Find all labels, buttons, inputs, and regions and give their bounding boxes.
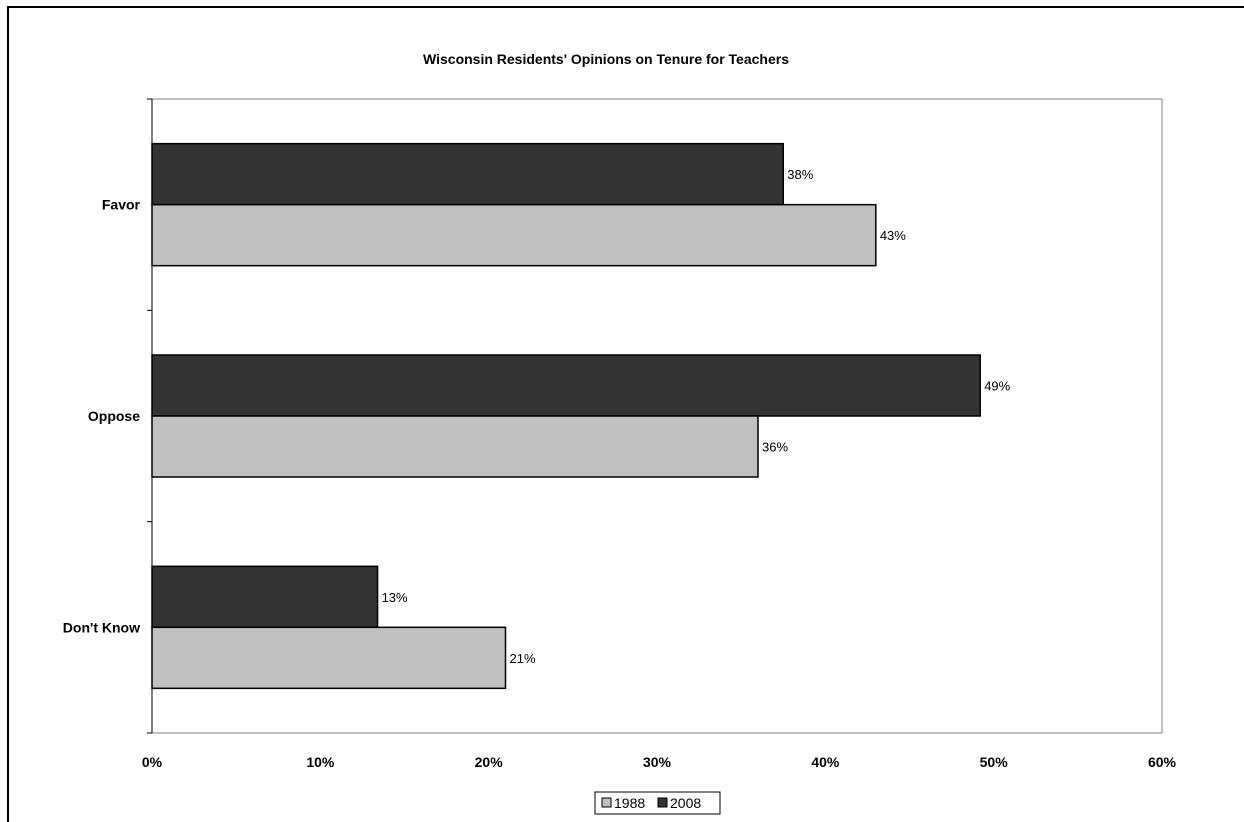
legend-swatch	[657, 797, 668, 808]
data-label: 36%	[762, 440, 788, 455]
chart-title: Wisconsin Residents' Opinions on Tenure …	[423, 51, 789, 67]
chart-frame	[7, 6, 1244, 822]
legend-label: 1988	[614, 795, 645, 811]
legend: 1988 2008	[594, 791, 721, 815]
legend-label: 2008	[670, 795, 701, 811]
bar-2008-oppose	[151, 354, 981, 417]
bar-1988-favor	[151, 203, 877, 267]
x-tick-label: 20%	[475, 754, 504, 770]
category-label: Don't Know	[63, 619, 140, 635]
data-label: 21%	[510, 651, 536, 666]
category-label: Favor	[102, 197, 141, 213]
category-label: Oppose	[88, 408, 140, 424]
x-tick-label: 10%	[306, 754, 335, 770]
plot-area: Favor 38% 43% Oppose 49% 36% Don't Know 13% 21% 0…	[63, 98, 1177, 770]
bar-1988-oppose	[151, 415, 759, 478]
legend-swatch	[601, 797, 612, 808]
bar-2008-favor	[151, 142, 784, 206]
data-label: 49%	[984, 379, 1010, 394]
data-label: 38%	[787, 167, 813, 182]
x-tick-label: 40%	[811, 754, 840, 770]
data-label: 43%	[880, 228, 906, 243]
x-tick-label: 30%	[643, 754, 672, 770]
bar-1988-don-t-know	[151, 626, 507, 690]
bar-2008-don-t-know	[151, 565, 379, 629]
x-tick-label: 0%	[142, 754, 163, 770]
x-tick-label: 50%	[980, 754, 1009, 770]
x-tick-label: 60%	[1148, 754, 1177, 770]
data-label: 13%	[382, 590, 408, 605]
